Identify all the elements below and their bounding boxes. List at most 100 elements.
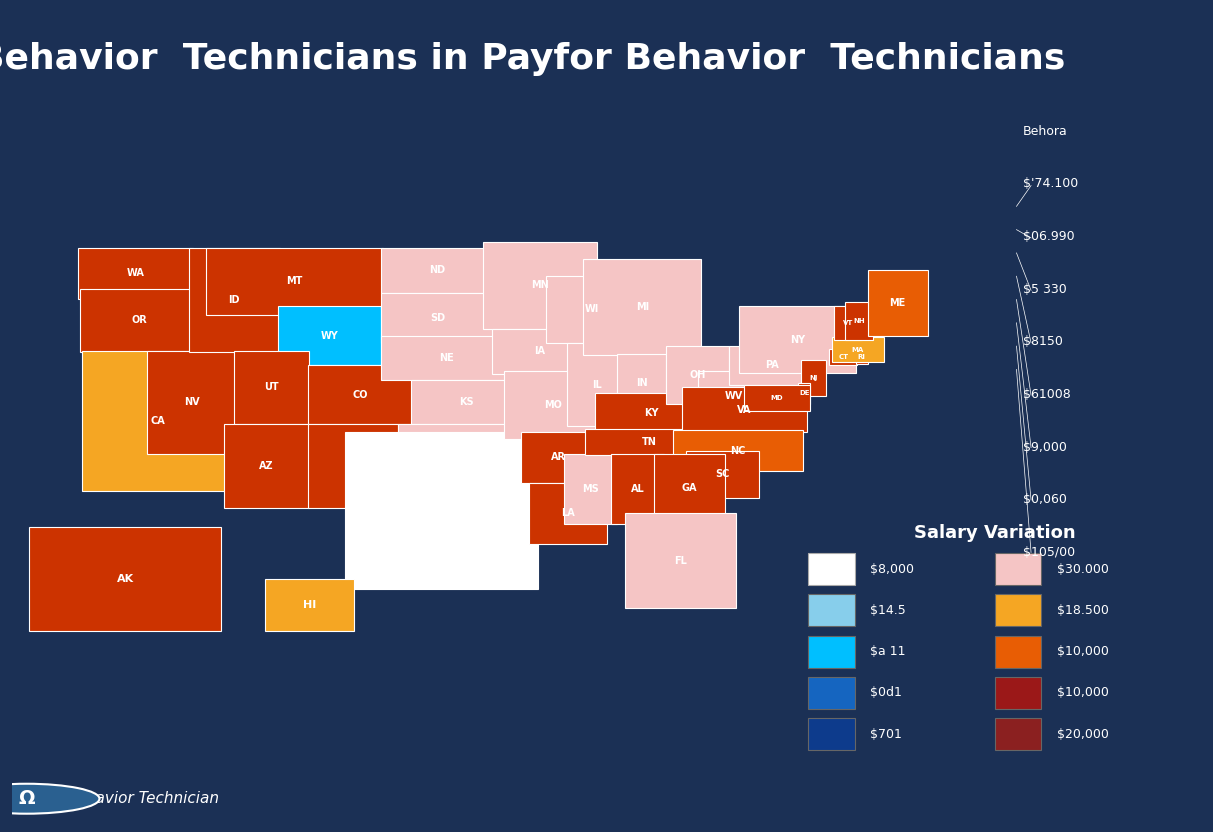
Polygon shape: [583, 260, 701, 355]
Text: WV: WV: [725, 391, 744, 401]
Text: VT: VT: [843, 320, 853, 326]
FancyBboxPatch shape: [808, 636, 855, 667]
Text: CO: CO: [353, 390, 368, 400]
Polygon shape: [80, 289, 199, 352]
Polygon shape: [344, 432, 537, 589]
Text: $5 330: $5 330: [1023, 283, 1066, 295]
Text: VA: VA: [738, 404, 752, 414]
Polygon shape: [382, 293, 495, 344]
Text: $0d1: $0d1: [871, 686, 902, 700]
Text: MI: MI: [636, 302, 649, 312]
Text: Ω: Ω: [18, 790, 35, 808]
Text: Behavior Technician: Behavior Technician: [66, 791, 218, 806]
Text: ME: ME: [889, 298, 906, 308]
Polygon shape: [855, 350, 867, 364]
Polygon shape: [78, 248, 193, 300]
Text: $20,000: $20,000: [1057, 728, 1109, 740]
Text: KS: KS: [459, 397, 473, 407]
Text: AR: AR: [551, 453, 565, 463]
Text: MA: MA: [852, 347, 864, 353]
Text: HI: HI: [303, 600, 315, 610]
Text: CA: CA: [150, 416, 166, 426]
Polygon shape: [625, 513, 736, 608]
Polygon shape: [830, 349, 858, 365]
Polygon shape: [206, 248, 383, 315]
Polygon shape: [617, 354, 666, 413]
Text: TX: TX: [434, 506, 449, 516]
Polygon shape: [564, 453, 617, 524]
Text: NV: NV: [183, 397, 199, 407]
FancyBboxPatch shape: [808, 594, 855, 626]
Text: $30.000: $30.000: [1057, 562, 1109, 576]
Text: $9,000: $9,000: [1023, 441, 1066, 453]
FancyBboxPatch shape: [808, 718, 855, 750]
Text: $105/00: $105/00: [1023, 546, 1075, 559]
Text: RI: RI: [858, 354, 866, 360]
Text: AZ: AZ: [260, 461, 274, 471]
Polygon shape: [529, 483, 606, 543]
Text: NY: NY: [790, 334, 805, 344]
Polygon shape: [411, 380, 522, 424]
FancyBboxPatch shape: [808, 553, 855, 585]
Polygon shape: [382, 336, 511, 380]
Polygon shape: [596, 394, 708, 432]
Text: NJ: NJ: [809, 375, 818, 381]
Text: $06.990: $06.990: [1023, 230, 1075, 243]
Text: CT: CT: [838, 354, 848, 360]
Polygon shape: [308, 424, 398, 508]
Text: $14.5: $14.5: [871, 604, 906, 617]
Polygon shape: [279, 306, 382, 365]
Polygon shape: [266, 579, 353, 631]
Text: $a 11: $a 11: [871, 645, 906, 658]
Polygon shape: [833, 306, 861, 340]
Polygon shape: [188, 248, 280, 352]
FancyBboxPatch shape: [995, 594, 1041, 626]
Polygon shape: [492, 329, 588, 374]
Text: NE: NE: [439, 353, 454, 363]
Text: IA: IA: [535, 346, 546, 356]
Text: UT: UT: [264, 383, 279, 393]
Polygon shape: [29, 527, 221, 631]
Polygon shape: [845, 302, 873, 340]
Polygon shape: [234, 350, 309, 424]
Polygon shape: [740, 306, 855, 373]
Text: OR: OR: [131, 315, 147, 325]
Text: WI: WI: [585, 305, 598, 314]
Text: MS: MS: [582, 484, 599, 494]
Text: AK: AK: [116, 574, 133, 584]
Text: MD: MD: [770, 395, 784, 401]
Text: WA: WA: [126, 269, 144, 279]
Text: $18.500: $18.500: [1057, 604, 1109, 617]
Text: MO: MO: [545, 400, 562, 410]
Polygon shape: [585, 428, 713, 455]
Text: IL: IL: [592, 379, 602, 389]
Text: ID: ID: [228, 295, 240, 305]
Text: $61008: $61008: [1023, 388, 1071, 401]
Text: $8150: $8150: [1023, 335, 1063, 349]
Polygon shape: [546, 275, 637, 344]
FancyBboxPatch shape: [995, 553, 1041, 585]
Text: $'74.100: $'74.100: [1023, 177, 1078, 191]
Text: GA: GA: [682, 483, 697, 493]
FancyBboxPatch shape: [995, 718, 1041, 750]
Polygon shape: [522, 432, 596, 483]
Polygon shape: [832, 338, 884, 363]
Polygon shape: [147, 350, 235, 453]
Polygon shape: [682, 388, 807, 432]
Text: SC: SC: [716, 469, 730, 479]
Polygon shape: [483, 241, 597, 329]
Text: TN: TN: [642, 437, 656, 447]
Text: NC: NC: [730, 446, 746, 456]
Text: Behora: Behora: [1023, 125, 1067, 138]
Text: AL: AL: [631, 484, 644, 494]
Polygon shape: [654, 453, 724, 522]
Text: OH: OH: [689, 370, 706, 380]
Polygon shape: [611, 453, 665, 524]
Text: IN: IN: [636, 378, 648, 388]
Text: $701: $701: [871, 728, 902, 740]
Text: OK: OK: [454, 444, 469, 454]
Polygon shape: [224, 424, 309, 508]
Polygon shape: [802, 359, 826, 396]
Text: $10,000: $10,000: [1057, 686, 1109, 700]
Text: LA: LA: [560, 508, 575, 518]
